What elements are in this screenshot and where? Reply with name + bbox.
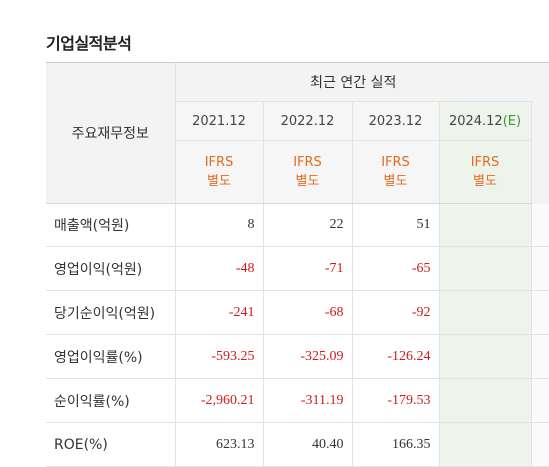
row-label: 순이익률(%) <box>46 378 176 423</box>
row-edge <box>531 203 549 247</box>
table-row: 영업이익(억원) -48 -71 -65 <box>46 246 549 291</box>
table-cell: -65 <box>352 246 440 291</box>
section-title: 기업실적분석 <box>46 34 132 53</box>
table-cell: -325.09 <box>263 334 353 379</box>
row-edge <box>531 334 549 379</box>
ifrs-header: IFRS 별도 <box>352 140 440 204</box>
table-cell: -68 <box>263 290 353 335</box>
estimate-cell <box>439 378 532 423</box>
table-cell: 51 <box>352 203 440 247</box>
header-group-cell: 최근 연간 실적 <box>175 62 531 102</box>
table-row: 영업이익률(%) -593.25 -325.09 -126.24 <box>46 334 549 379</box>
table-cell: -179.53 <box>352 378 440 423</box>
table-cell: 8 <box>175 203 264 247</box>
estimate-mark: (E) <box>502 113 522 129</box>
estimate-cell <box>439 203 532 247</box>
table-row: 순이익률(%) -2,960.21 -311.19 -179.53 <box>46 378 549 423</box>
ifrs-header: IFRS 별도 <box>175 140 264 204</box>
row-edge <box>531 246 549 291</box>
table-cell: 40.40 <box>263 422 353 467</box>
estimate-cell <box>439 334 532 379</box>
table-cell: -2,960.21 <box>175 378 264 423</box>
table-cell: -71 <box>263 246 353 291</box>
year-header: 2021.12 <box>175 101 264 141</box>
table-cell: -92 <box>352 290 440 335</box>
ifrs-header-estimate: IFRS 별도 <box>439 140 532 204</box>
table-cell: -593.25 <box>175 334 264 379</box>
financial-summary-table: 주요재무정보 최근 연간 실적 2021.12 2022.12 2023.12 … <box>46 62 549 467</box>
table-cell: -311.19 <box>263 378 353 423</box>
row-label: 영업이익률(%) <box>46 334 176 379</box>
row-label: 당기순이익(억원) <box>46 290 176 335</box>
row-label: 매출액(억원) <box>46 203 176 247</box>
year-header: 2023.12 <box>352 101 440 141</box>
row-edge <box>531 378 549 423</box>
estimate-cell <box>439 290 532 335</box>
table-row: ROE(%) 623.13 40.40 166.35 <box>46 422 549 467</box>
header-edge <box>531 62 549 204</box>
estimate-cell <box>439 422 532 467</box>
year-header: 2022.12 <box>263 101 353 141</box>
row-edge <box>531 290 549 335</box>
row-label: 영업이익(억원) <box>46 246 176 291</box>
table-cell: 166.35 <box>352 422 440 467</box>
table-cell: 623.13 <box>175 422 264 467</box>
estimate-cell <box>439 246 532 291</box>
table-cell: -241 <box>175 290 264 335</box>
table-cell: 22 <box>263 203 353 247</box>
year-header-estimate: 2024.12(E) <box>439 101 532 141</box>
row-label: ROE(%) <box>46 422 176 467</box>
header-label-cell: 주요재무정보 <box>46 62 176 204</box>
table-cell: -48 <box>175 246 264 291</box>
ifrs-header: IFRS 별도 <box>263 140 353 204</box>
row-edge <box>531 422 549 467</box>
table-row: 매출액(억원) 8 22 51 <box>46 203 549 247</box>
table-row: 당기순이익(억원) -241 -68 -92 <box>46 290 549 335</box>
table-cell: -126.24 <box>352 334 440 379</box>
